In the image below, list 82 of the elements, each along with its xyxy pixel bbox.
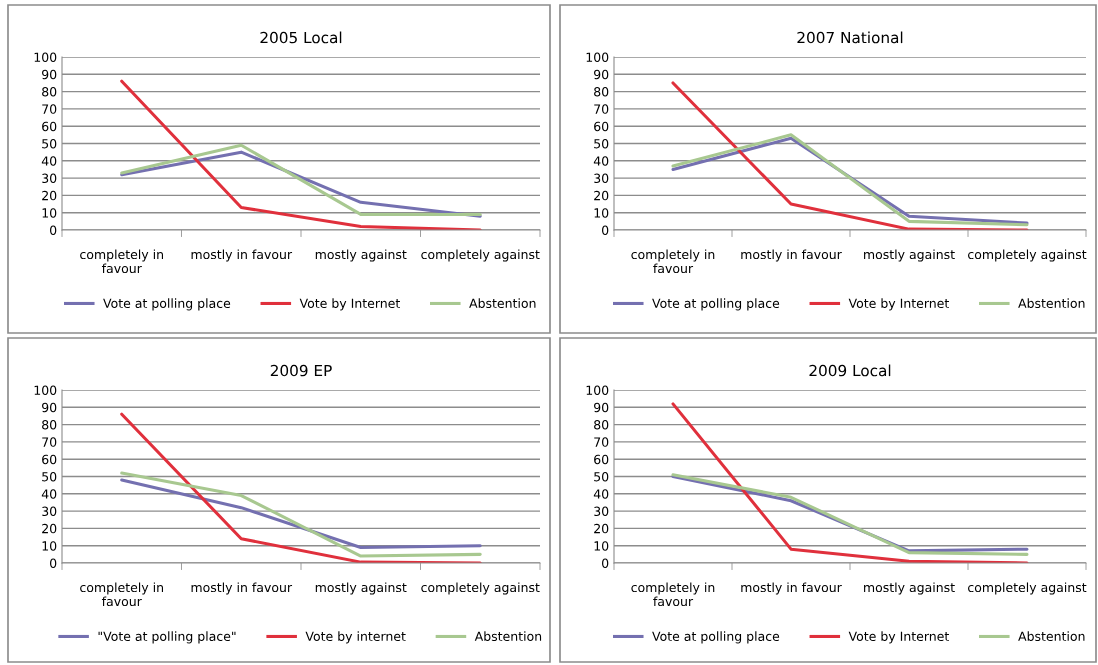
- line-series: [120, 471, 482, 558]
- y-tick-label: 100: [586, 385, 609, 395]
- legend-label: Abstention: [1018, 298, 1085, 309]
- line-series: [120, 412, 482, 563]
- x-tick-label: completely in favour: [631, 249, 715, 274]
- y-tick-label: 40: [593, 489, 609, 499]
- y-tick-label: 60: [42, 121, 57, 132]
- y-tick-label: 70: [594, 104, 609, 114]
- y-tick-label: 20: [42, 523, 57, 534]
- y-tick-label: 0: [50, 558, 57, 568]
- legend-label: Abstention: [469, 298, 536, 309]
- x-tick-label: mostly against: [315, 582, 407, 595]
- y-tick-label: 0: [602, 558, 609, 568]
- y-tick-label: 80: [594, 87, 609, 97]
- y-tick-label: 50: [42, 138, 57, 149]
- legend-label: Vote by internet: [305, 631, 406, 644]
- y-tick-label: 80: [42, 87, 57, 97]
- y-tick-label: 100: [586, 52, 609, 62]
- y-tick-label: 40: [593, 156, 609, 166]
- x-tick-label: mostly against: [315, 249, 407, 262]
- line-series: [671, 81, 1029, 230]
- y-tick-label: 100: [34, 385, 57, 395]
- legend-label: Vote by Internet: [848, 298, 949, 311]
- y-tick-label: 70: [42, 104, 57, 114]
- x-tick-label: completely in favour: [631, 582, 715, 607]
- y-tick-label: 90: [594, 402, 609, 413]
- y-tick-label: 70: [42, 437, 57, 447]
- y-tick-label: 60: [42, 454, 57, 465]
- y-tick-label: 40: [41, 489, 57, 499]
- y-tick-label: 90: [42, 402, 57, 413]
- line-series: [120, 478, 482, 549]
- x-tick-label: completely against: [968, 249, 1087, 262]
- y-tick-label: 80: [42, 420, 57, 430]
- x-tick-label: completely in favour: [80, 249, 163, 274]
- legend-label: Vote at polling place: [103, 298, 231, 311]
- y-tick-label: 20: [594, 190, 609, 201]
- y-tick-label: 70: [594, 437, 609, 447]
- y-tick-label: 100: [34, 52, 57, 62]
- chart-title: 2005 Local: [260, 31, 342, 44]
- line-series: [120, 79, 482, 230]
- y-tick-label: 30: [594, 506, 609, 517]
- y-tick-label: 50: [594, 471, 609, 482]
- x-tick-label: completely in favour: [80, 582, 163, 607]
- x-tick-label: mostly against: [864, 582, 955, 595]
- x-tick-label: completely against: [968, 582, 1087, 595]
- y-tick-label: 60: [594, 121, 609, 132]
- legend-label: "Vote at polling place": [98, 631, 236, 644]
- legend-label: Vote at polling place: [652, 298, 780, 311]
- y-tick-label: 0: [602, 225, 609, 235]
- legend-label: Abstention: [474, 631, 542, 642]
- y-tick-label: 10: [594, 208, 609, 218]
- y-tick-label: 10: [594, 541, 609, 551]
- chart-title: 2009 EP: [270, 364, 332, 377]
- x-tick-label: mostly in favour: [741, 249, 842, 262]
- legend-label: Vote by Internet: [299, 298, 400, 311]
- y-tick-label: 60: [594, 454, 609, 465]
- y-tick-label: 30: [42, 173, 57, 184]
- y-tick-label: 20: [42, 190, 57, 201]
- x-tick-label: mostly in favour: [741, 582, 842, 595]
- y-tick-label: 10: [42, 541, 57, 551]
- y-tick-label: 20: [594, 523, 609, 534]
- y-tick-label: 90: [594, 69, 609, 80]
- y-tick-label: 10: [42, 208, 57, 218]
- y-tick-label: 90: [42, 69, 57, 80]
- chart-title: 2009 Local: [809, 364, 891, 377]
- y-tick-label: 50: [594, 138, 609, 149]
- line-series: [671, 402, 1029, 563]
- y-tick-label: 0: [50, 225, 57, 235]
- y-tick-label: 40: [41, 156, 57, 166]
- x-tick-label: completely against: [421, 249, 540, 262]
- chart-title: 2007 National: [797, 31, 903, 44]
- y-tick-label: 30: [42, 506, 57, 517]
- y-tick-label: 30: [594, 173, 609, 184]
- legend-label: Abstention: [1018, 631, 1085, 642]
- y-tick-label: 80: [594, 420, 609, 430]
- x-tick-label: completely against: [421, 582, 540, 595]
- legend-label: Vote by Internet: [848, 631, 949, 644]
- legend-label: Vote at polling place: [652, 631, 780, 644]
- y-tick-label: 50: [42, 471, 57, 482]
- x-tick-label: mostly against: [864, 249, 955, 262]
- x-tick-label: mostly in favour: [191, 249, 293, 262]
- x-tick-label: mostly in favour: [191, 582, 293, 595]
